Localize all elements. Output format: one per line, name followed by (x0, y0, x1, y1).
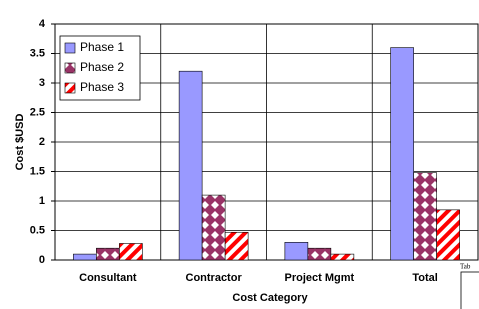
bar (331, 254, 354, 260)
bar (391, 48, 414, 260)
x-tick-label: Consultant (79, 272, 137, 284)
legend-label: Phase 3 (80, 80, 124, 94)
bar (202, 195, 225, 260)
x-tick-label: Total (412, 272, 437, 284)
legend: Phase 1 Phase 2 Phase 3 (60, 36, 140, 100)
y-tick-label: 1 (39, 195, 45, 207)
y-tick-label: 0 (39, 254, 45, 266)
bar (225, 232, 248, 260)
bar (414, 173, 437, 260)
bar (179, 71, 202, 260)
table-fragment (461, 272, 479, 309)
bar (308, 248, 331, 260)
legend-swatch (65, 83, 75, 93)
bar (96, 248, 119, 260)
y-tick-label: 4 (39, 18, 46, 30)
page: {"chart_data": {"type": "bar", "x_label"… (0, 0, 479, 309)
y-axis-title: Cost $USD (14, 114, 26, 171)
y-tick-label: 3 (39, 77, 45, 89)
legend-label: Phase 2 (80, 60, 124, 74)
bar (73, 254, 96, 260)
y-tick-label: 1.5 (30, 165, 45, 177)
x-tick-label: Project Mgmt (285, 272, 355, 284)
y-tick-label: 3.5 (30, 47, 45, 59)
chart: Cost $USD Cost Category Tab 0 0.5 1 1.5 2 2.5… (0, 0, 479, 309)
y-tick-label: 2 (39, 136, 45, 148)
bar (437, 210, 460, 260)
x-axis-title: Cost Category (232, 292, 308, 304)
legend-label: Phase 1 (80, 40, 124, 54)
legend-swatch (65, 43, 75, 53)
x-tick-label: Contractor (186, 272, 243, 284)
y-tick-label: 2.5 (30, 106, 45, 118)
y-tick-label: 0.5 (30, 224, 45, 236)
bar (285, 242, 308, 260)
bar (119, 243, 142, 260)
overlay-text: Tab (460, 263, 471, 271)
legend-swatch (65, 63, 75, 73)
